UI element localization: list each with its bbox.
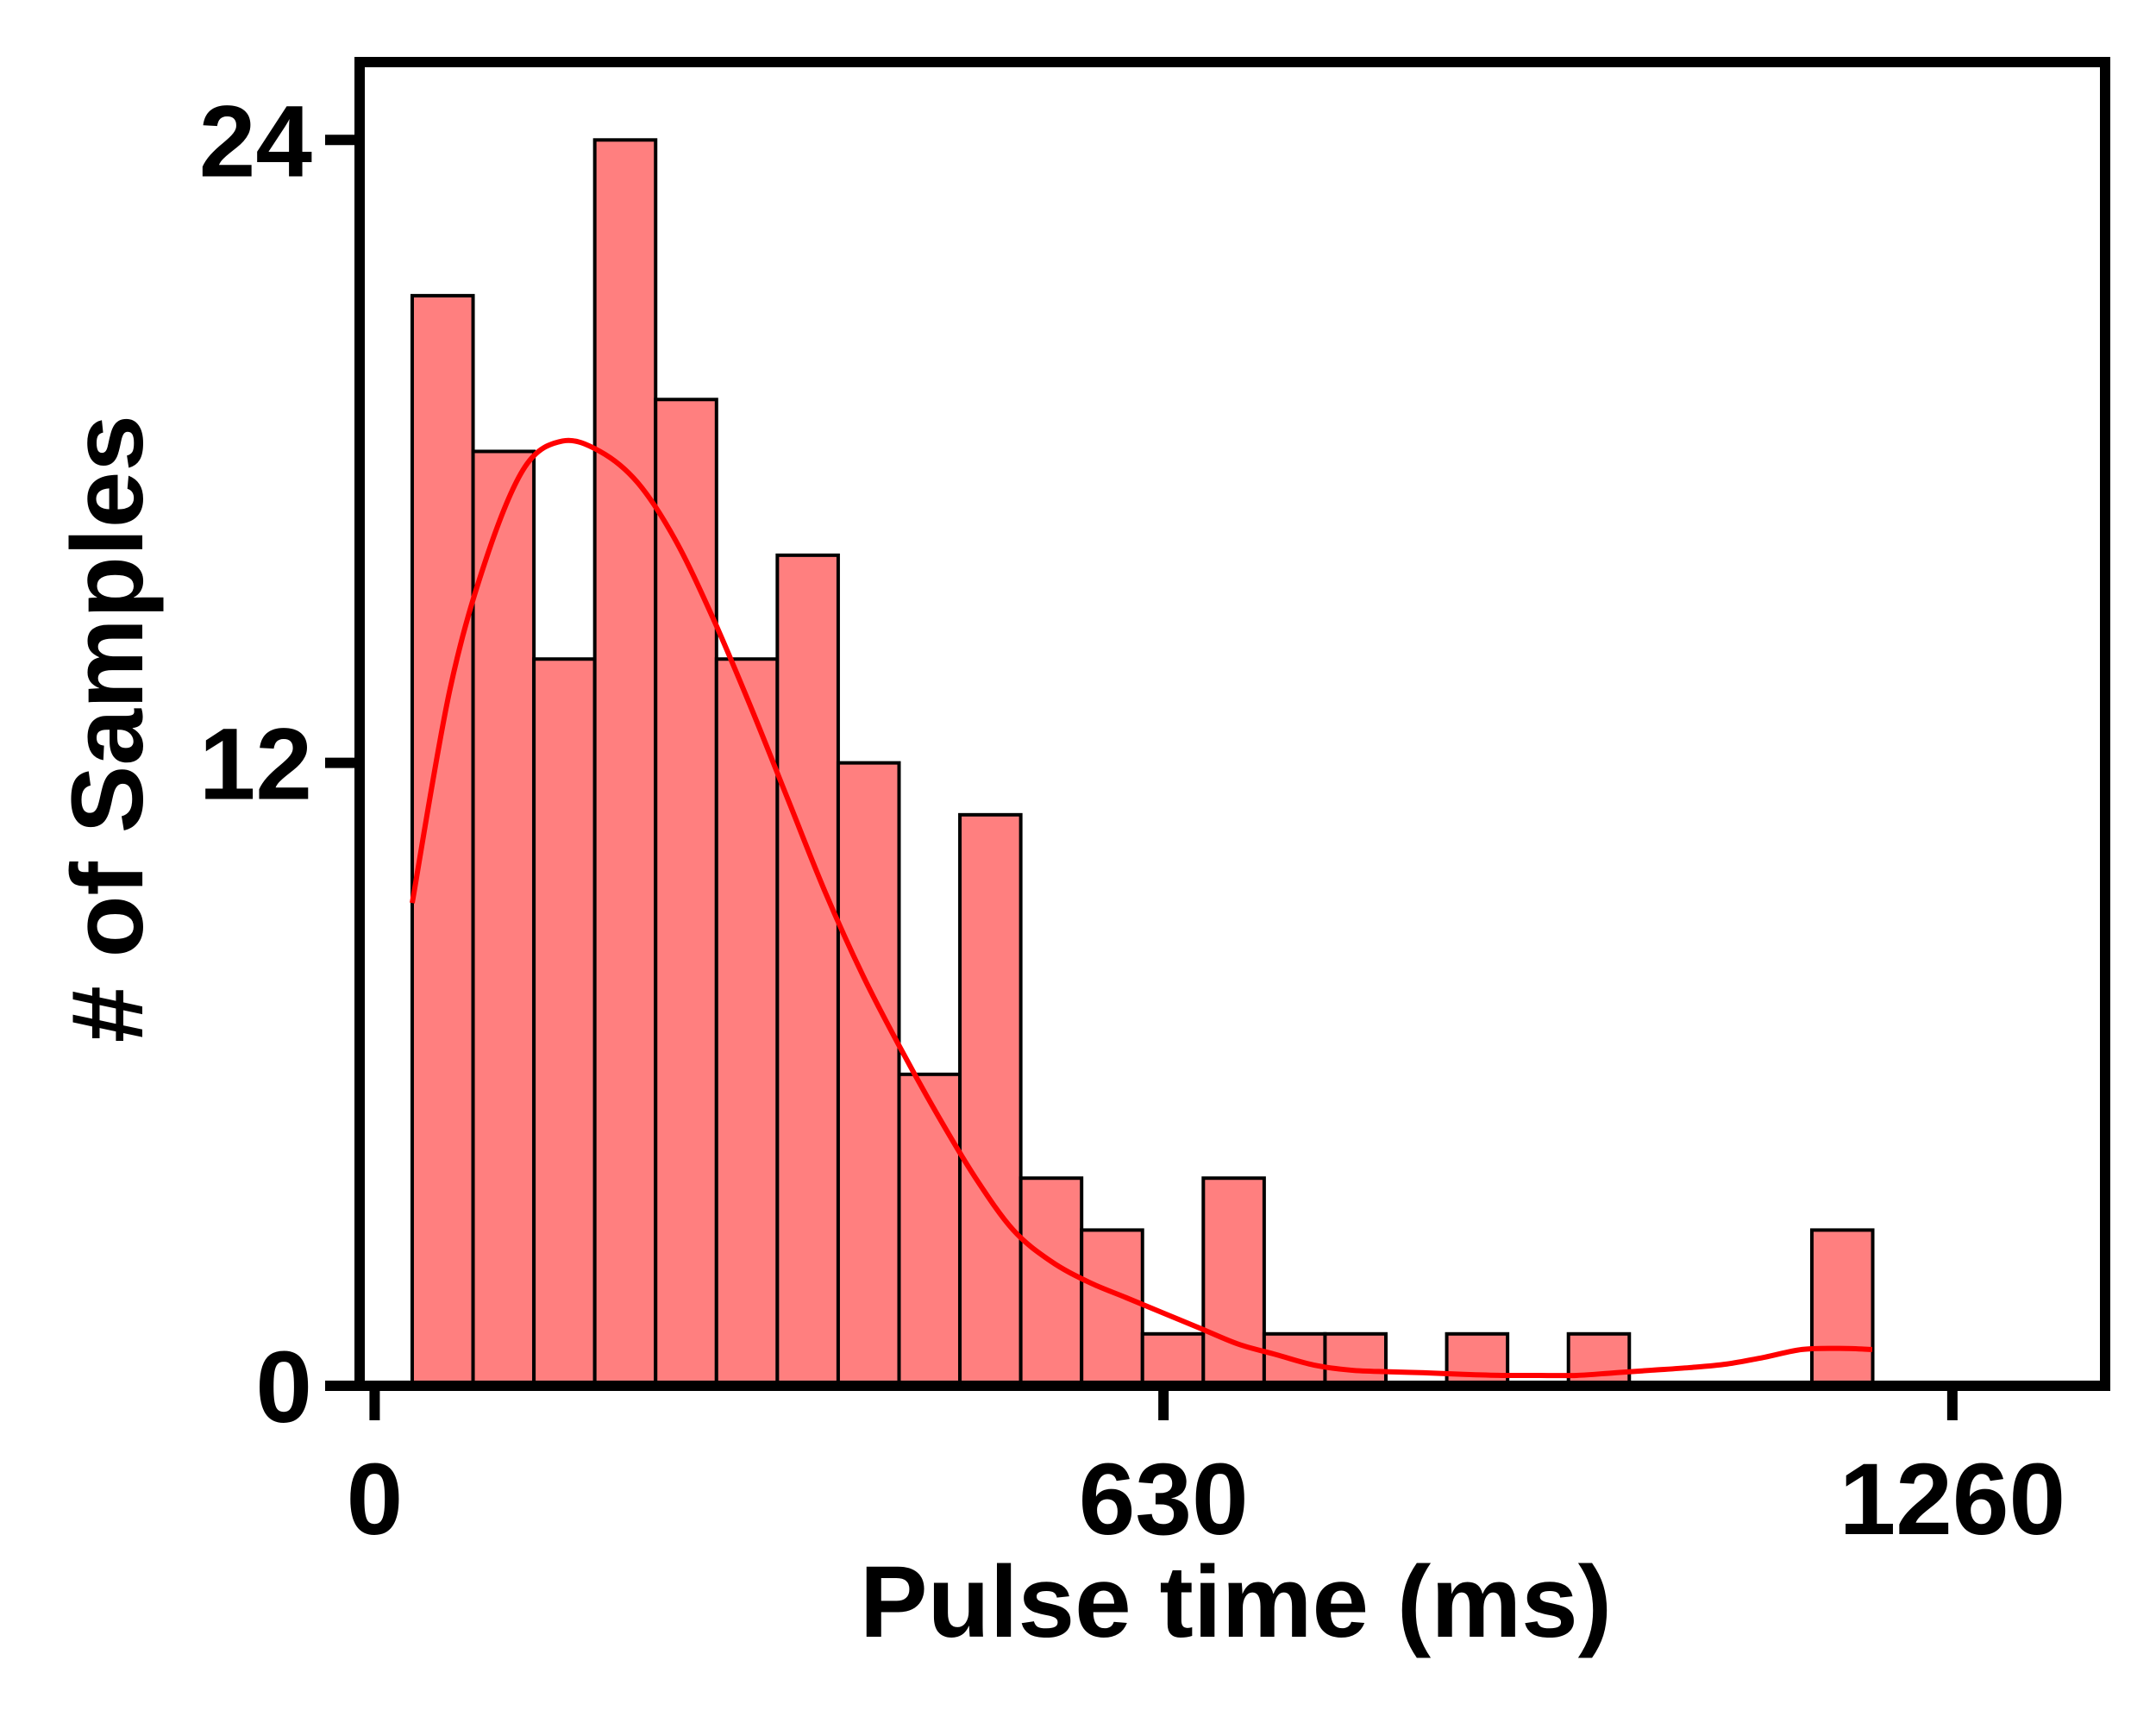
x-axis-ticks: 0 630 1260 (347, 1386, 2066, 1557)
x-axis-label: Pulse time (ms) (860, 1545, 1612, 1659)
density-curve (410, 437, 1873, 1379)
histogram-bar (1201, 1176, 1266, 1388)
histogram-bar (1566, 1331, 1632, 1388)
x-tick-label: 0 (347, 1443, 404, 1557)
histogram-bar (1140, 1331, 1206, 1388)
histogram-bar (1080, 1228, 1144, 1388)
histogram-bar (1018, 1176, 1084, 1388)
y-axis-label: # of Samples (51, 415, 165, 1043)
histogram-bar (1809, 1228, 1875, 1388)
histogram-bar (1323, 1331, 1388, 1388)
y-axis-ticks: 0 12 24 (199, 85, 360, 1444)
bars-layer (410, 138, 1875, 1388)
curve-layer (410, 437, 1873, 1379)
histogram-bar (836, 761, 901, 1388)
x-tick-label: 630 (1079, 1443, 1249, 1557)
y-tick-label: 12 (199, 708, 312, 822)
y-tick-label: 0 (255, 1331, 312, 1444)
histogram-bar (897, 1072, 962, 1388)
x-tick-label: 1260 (1839, 1443, 2066, 1557)
histogram-bar (592, 138, 658, 1388)
histogram-bar (532, 657, 597, 1388)
histogram-bar (775, 553, 840, 1388)
histogram-bar (958, 812, 1023, 1388)
histogram-bar (654, 398, 718, 1388)
histogram-bar (714, 657, 780, 1388)
histogram-bar (1445, 1331, 1510, 1388)
plot-frame (354, 57, 2110, 1391)
y-tick-label: 24 (199, 85, 312, 198)
histogram-bar (471, 449, 536, 1388)
